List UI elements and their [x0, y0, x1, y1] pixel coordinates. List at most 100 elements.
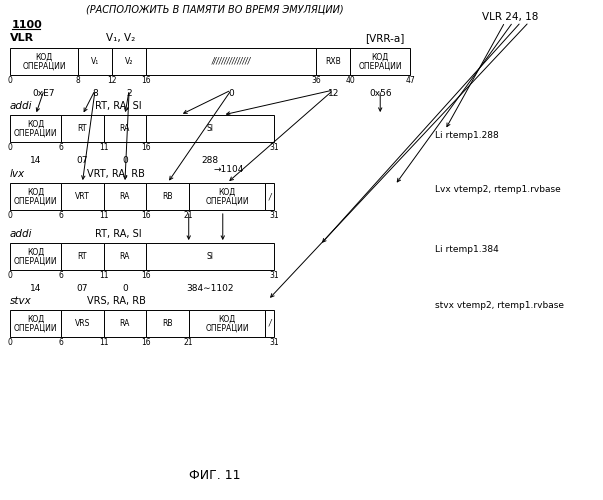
Text: addi: addi	[10, 229, 33, 239]
Text: 0xE7: 0xE7	[33, 89, 55, 98]
Text: Lvx vtemp2, rtemp1.rvbase: Lvx vtemp2, rtemp1.rvbase	[435, 186, 561, 194]
Bar	[104, 243, 146, 270]
Text: КОД: КОД	[27, 247, 44, 256]
Text: 14: 14	[30, 284, 41, 293]
Text: 16: 16	[141, 76, 151, 85]
Bar	[317, 48, 350, 75]
Bar	[265, 310, 274, 337]
Text: ///////////////: ///////////////	[212, 57, 251, 66]
Bar	[78, 48, 112, 75]
Text: /: /	[268, 319, 271, 328]
Bar	[10, 243, 61, 270]
Bar	[189, 183, 265, 210]
Bar	[104, 183, 146, 210]
Text: 11: 11	[99, 338, 109, 347]
Text: КОД: КОД	[371, 52, 389, 61]
Text: VRT: VRT	[75, 192, 90, 201]
Text: КОД: КОД	[218, 187, 236, 196]
Bar	[10, 115, 61, 142]
Text: 0: 0	[8, 338, 13, 347]
Text: 07: 07	[77, 284, 88, 293]
Bar	[61, 310, 104, 337]
Text: [VRR-a]: [VRR-a]	[365, 33, 404, 43]
Text: stvx: stvx	[10, 296, 32, 306]
Text: КОД: КОД	[27, 314, 44, 323]
Bar	[146, 310, 189, 337]
Text: Li rtemp1.384: Li rtemp1.384	[435, 246, 499, 254]
Bar	[104, 115, 146, 142]
Text: 0: 0	[8, 76, 13, 85]
Bar	[146, 183, 189, 210]
Text: RT, RA, SI: RT, RA, SI	[95, 101, 142, 111]
Bar	[112, 48, 146, 75]
Text: lvx: lvx	[10, 169, 25, 179]
Text: ОПЕРАЦИИ: ОПЕРАЦИИ	[358, 62, 402, 71]
Text: VLR: VLR	[10, 33, 34, 43]
Bar	[146, 115, 274, 142]
Text: 36: 36	[312, 76, 321, 85]
Text: stvx vtemp2, rtemp1.rvbase: stvx vtemp2, rtemp1.rvbase	[435, 300, 564, 310]
Text: 11: 11	[99, 271, 109, 280]
Text: VRS, RA, RB: VRS, RA, RB	[87, 296, 145, 306]
Bar	[146, 243, 274, 270]
Text: ОПЕРАЦИИ: ОПЕРАЦИИ	[14, 324, 57, 333]
Text: 0x56: 0x56	[369, 89, 391, 98]
Text: 6: 6	[58, 143, 63, 152]
Text: RT: RT	[78, 124, 87, 133]
Text: 0: 0	[122, 284, 128, 293]
Text: 16: 16	[141, 143, 151, 152]
Bar	[61, 243, 104, 270]
Text: Li rtemp1.288: Li rtemp1.288	[435, 130, 499, 140]
Text: RT, RA, SI: RT, RA, SI	[95, 229, 142, 239]
Text: VRT, RA, RB: VRT, RA, RB	[87, 169, 145, 179]
Text: SI: SI	[206, 124, 213, 133]
Text: RXB: RXB	[326, 57, 341, 66]
Bar	[61, 183, 104, 210]
Bar	[146, 48, 317, 75]
Text: ФИГ. 11: ФИГ. 11	[189, 469, 241, 482]
Text: VLR 24, 18: VLR 24, 18	[482, 12, 538, 22]
Text: SI: SI	[206, 252, 213, 261]
Text: 384∼1102: 384∼1102	[186, 284, 234, 293]
Text: КОД: КОД	[27, 187, 44, 196]
Text: V₁, V₂: V₁, V₂	[106, 33, 135, 43]
Text: addi: addi	[10, 101, 33, 111]
Text: 288: 288	[201, 156, 218, 165]
Bar	[61, 115, 104, 142]
Text: V₁: V₁	[91, 57, 99, 66]
Text: КОД: КОД	[218, 314, 236, 323]
Text: VRS: VRS	[75, 319, 90, 328]
Text: 8: 8	[92, 89, 98, 98]
Text: RB: RB	[162, 319, 172, 328]
Bar	[10, 48, 78, 75]
Text: ОПЕРАЦИИ: ОПЕРАЦИИ	[14, 129, 57, 138]
Text: 47: 47	[405, 76, 415, 85]
Text: 31: 31	[269, 143, 279, 152]
Text: 16: 16	[141, 338, 151, 347]
Text: 11: 11	[99, 143, 109, 152]
Text: 40: 40	[346, 76, 355, 85]
Bar	[104, 310, 146, 337]
Text: V₂: V₂	[125, 57, 133, 66]
Text: 0: 0	[8, 143, 13, 152]
Text: ОПЕРАЦИИ: ОПЕРАЦИИ	[205, 197, 249, 206]
Text: 14: 14	[30, 156, 41, 165]
Text: ОПЕРАЦИИ: ОПЕРАЦИИ	[22, 62, 66, 71]
Text: RB: RB	[162, 192, 172, 201]
Text: RA: RA	[120, 192, 130, 201]
Text: 07: 07	[77, 156, 88, 165]
Text: 11: 11	[99, 211, 109, 220]
Text: 16: 16	[141, 271, 151, 280]
Text: 12: 12	[327, 89, 339, 98]
Text: 21: 21	[184, 338, 194, 347]
Text: 0: 0	[8, 271, 13, 280]
Text: 31: 31	[269, 211, 279, 220]
Text: /: /	[268, 192, 271, 201]
Text: 0: 0	[229, 89, 234, 98]
Text: КОД: КОД	[27, 119, 44, 128]
Text: (РАСПОЛОЖИТЬ В ПАМЯТИ ВО ВРЕМЯ ЭМУЛЯЦИИ): (РАСПОЛОЖИТЬ В ПАМЯТИ ВО ВРЕМЯ ЭМУЛЯЦИИ)	[86, 4, 344, 14]
Text: RA: RA	[120, 124, 130, 133]
Text: 2: 2	[127, 89, 132, 98]
Bar	[350, 48, 410, 75]
Text: 6: 6	[58, 211, 63, 220]
